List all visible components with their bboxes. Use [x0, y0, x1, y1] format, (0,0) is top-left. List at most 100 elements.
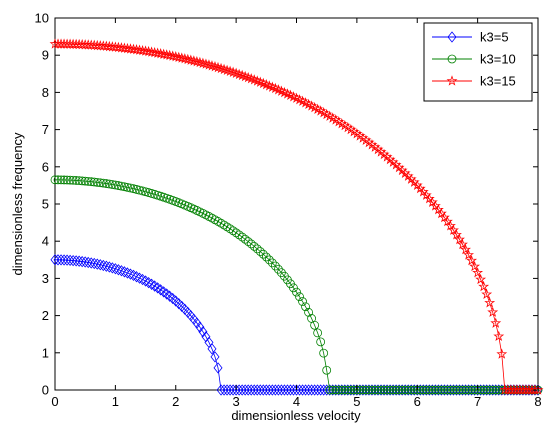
data-point	[322, 365, 332, 375]
data-point	[260, 78, 272, 90]
data-point	[138, 273, 148, 286]
data-point	[460, 243, 471, 255]
data-point	[240, 384, 250, 396]
data-point	[251, 75, 263, 86]
data-point	[219, 384, 229, 396]
data-point	[125, 43, 136, 54]
data-point	[137, 44, 148, 56]
data-point	[185, 54, 197, 65]
data-point	[221, 64, 233, 76]
data-point	[376, 385, 386, 395]
data-point	[242, 71, 254, 83]
x-tick-label: 1	[112, 394, 119, 409]
data-point	[388, 385, 398, 395]
data-point	[203, 59, 215, 70]
data-point	[470, 385, 480, 395]
data-point	[134, 44, 145, 55]
y-axis-label: dimensionless frequency	[10, 132, 25, 276]
series-k3=15	[49, 38, 544, 395]
data-point	[258, 249, 268, 259]
data-point	[261, 384, 271, 396]
data-point	[156, 284, 166, 296]
data-point	[485, 385, 495, 395]
data-point	[310, 384, 320, 396]
data-point	[170, 51, 182, 62]
data-point	[457, 238, 468, 250]
data-point	[279, 384, 289, 396]
data-point	[276, 384, 286, 396]
data-point	[298, 384, 308, 396]
data-point	[313, 328, 323, 338]
data-point	[116, 265, 126, 277]
data-point	[421, 385, 431, 395]
data-point	[50, 254, 60, 266]
data-point	[435, 207, 447, 219]
data-point	[397, 385, 407, 395]
data-point	[361, 385, 371, 395]
data-point	[135, 185, 144, 195]
data-point	[476, 385, 486, 395]
data-point	[234, 230, 244, 240]
data-point	[236, 69, 248, 81]
data-point	[109, 41, 121, 52]
data-point	[212, 61, 224, 73]
data-point	[161, 49, 173, 60]
data-point	[243, 237, 253, 246]
data-point	[385, 385, 395, 395]
data-point	[261, 252, 271, 262]
data-point	[475, 273, 487, 285]
data-point	[267, 384, 277, 396]
data-point	[292, 287, 301, 297]
data-point	[146, 46, 158, 57]
data-point	[112, 41, 124, 53]
data-point	[86, 177, 96, 187]
data-point	[207, 343, 217, 355]
data-point	[95, 178, 105, 188]
data-point	[254, 76, 266, 87]
data-point	[122, 42, 133, 54]
data-point	[152, 47, 164, 58]
legend-label: k3=5	[480, 30, 509, 45]
data-point	[132, 185, 141, 194]
data-point	[307, 384, 317, 396]
data-point	[301, 384, 311, 396]
data-point	[445, 220, 456, 231]
data-point	[128, 269, 138, 282]
data-point	[264, 384, 274, 396]
data-point	[131, 44, 142, 55]
data-point	[461, 385, 470, 395]
data-point	[298, 297, 307, 306]
data-point	[532, 384, 544, 395]
data-point	[443, 385, 452, 395]
data-point	[355, 385, 365, 395]
data-point	[101, 179, 111, 188]
data-point	[98, 259, 108, 272]
data-point	[53, 254, 63, 266]
data-point	[472, 267, 484, 278]
data-point	[313, 384, 323, 396]
data-point	[110, 180, 120, 190]
data-point	[225, 224, 235, 234]
data-point	[382, 385, 392, 395]
data-point	[282, 384, 292, 396]
data-point	[92, 258, 102, 270]
y-tick-label: 9	[42, 48, 49, 63]
data-point	[101, 260, 111, 272]
y-tick-label: 2	[42, 308, 49, 323]
data-point	[107, 180, 117, 189]
data-point	[343, 385, 353, 395]
data-point	[173, 51, 185, 63]
data-point	[349, 385, 359, 395]
x-tick-label: 4	[293, 394, 300, 409]
data-point	[231, 228, 241, 238]
data-point	[246, 384, 256, 396]
data-point	[458, 385, 467, 395]
data-point	[147, 278, 157, 290]
data-point	[65, 254, 75, 266]
data-point	[267, 258, 277, 268]
data-point	[113, 264, 123, 276]
legend-marker	[446, 75, 458, 86]
data-point	[89, 177, 99, 187]
data-point	[91, 39, 103, 51]
x-axis-label: dimensionless velocity	[231, 408, 361, 423]
